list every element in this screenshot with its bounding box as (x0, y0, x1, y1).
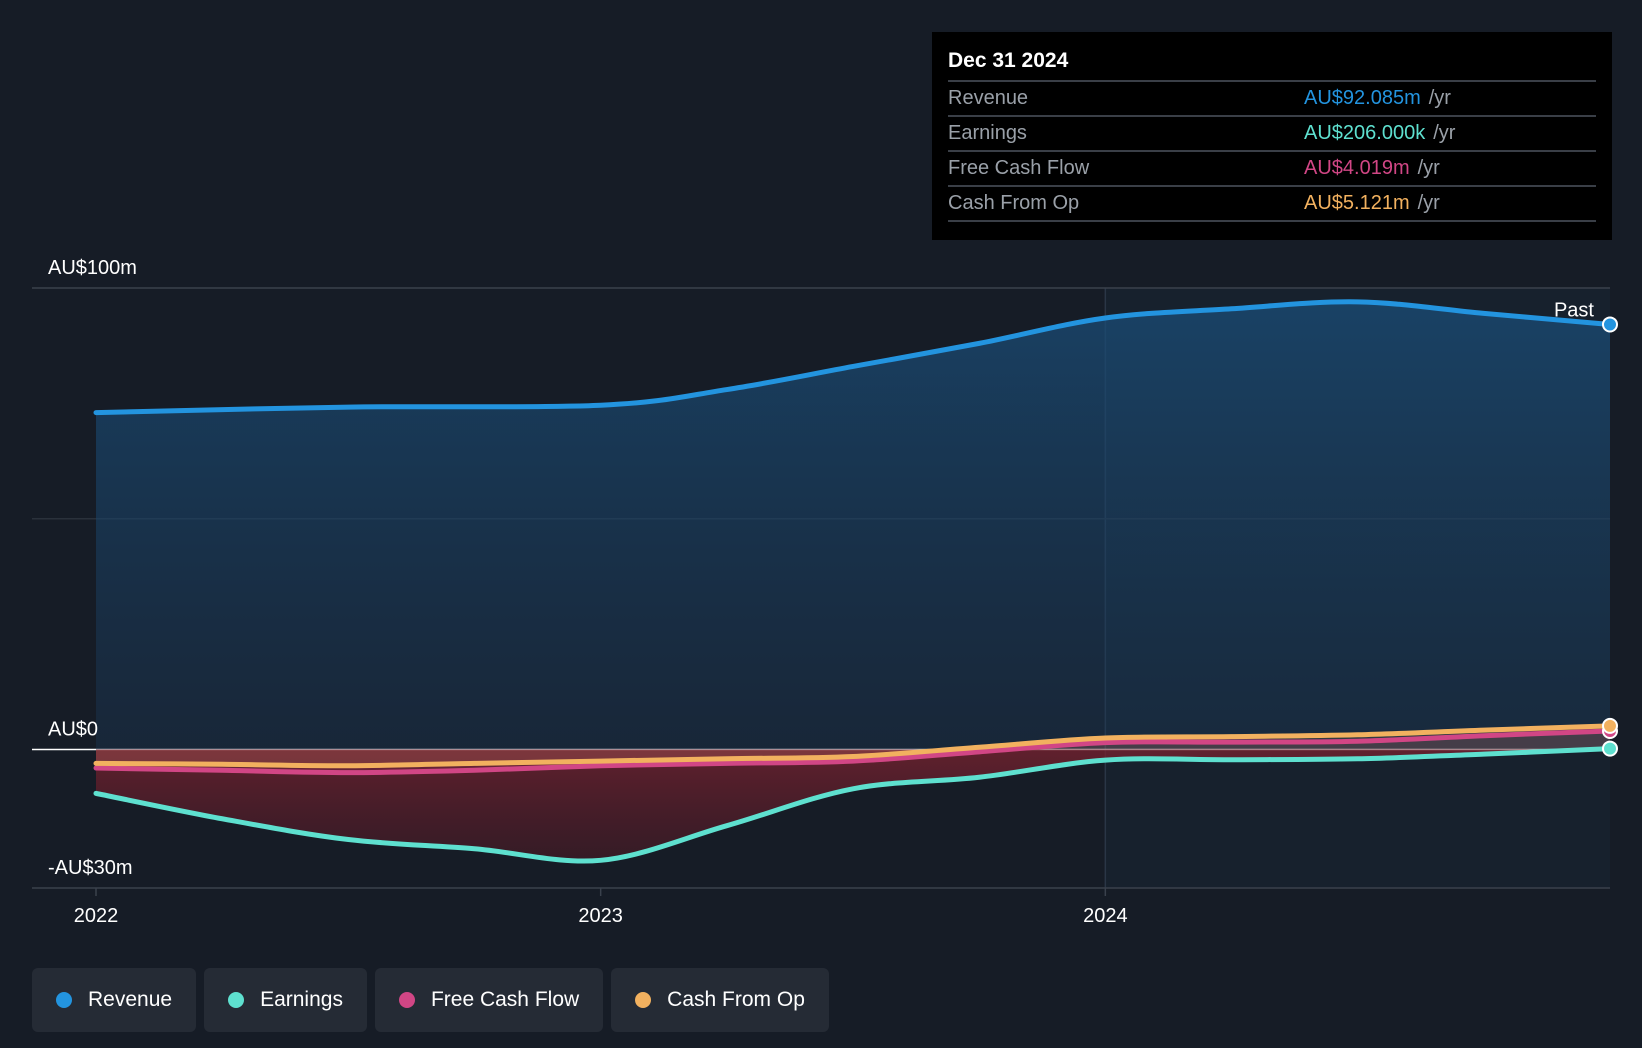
tooltip-row-earnings: Earnings AU$206.000k /yr (948, 117, 1596, 152)
chart-legend: Revenue Earnings Free Cash Flow Cash Fro… (32, 968, 829, 1032)
y-tick-label: AU$0 (48, 719, 98, 741)
cash-from-op-line (93, 723, 1613, 769)
tooltip-unit: /yr (1428, 87, 1451, 109)
revenue-end-marker (1602, 316, 1618, 333)
tooltip-value: AU$5.121m (1304, 192, 1410, 214)
tooltip-value: AU$206.000k (1304, 122, 1426, 144)
line-layer (93, 299, 1613, 864)
tooltip-label: Cash From Op (948, 192, 1080, 214)
y-axis-labels: AU$100m AU$0 -AU$30m (48, 257, 137, 879)
cash-from-op-area (96, 725, 1610, 766)
y-tick-label: -AU$30m (48, 857, 132, 879)
tooltip-value: AU$92.085m (1304, 87, 1421, 109)
tooltip-unit: /yr (1417, 192, 1440, 214)
legend-label: Revenue (88, 988, 173, 1011)
revenue-line (93, 299, 1613, 416)
tooltip-label: Revenue (948, 87, 1029, 109)
legend-item-cash-from-op[interactable]: Cash From Op (611, 968, 829, 1032)
tooltip-row-cash-from-op: Cash From Op AU$5.121m /yr (948, 187, 1596, 222)
earnings-line (93, 746, 1613, 864)
tooltip-date: Dec 31 2024 (948, 46, 1596, 82)
tooltip-label: Free Cash Flow (948, 157, 1090, 179)
revenue-area (96, 301, 1610, 750)
cash-from-op-end-marker (1602, 717, 1618, 734)
legend-dot-icon (228, 992, 245, 1008)
x-tick-label: 2023 (578, 905, 623, 927)
legend-label: Free Cash Flow (430, 988, 580, 1011)
legend-dot-icon (398, 992, 415, 1008)
financial-chart: AU$100m AU$0 -AU$30m 2022 2023 2024 Past (32, 257, 1618, 927)
tooltip-row-revenue: Revenue AU$92.085m /yr (948, 82, 1596, 117)
tooltip-value: AU$4.019m (1304, 157, 1410, 179)
legend-item-revenue[interactable]: Revenue (32, 968, 197, 1032)
y-tick-label: AU$100m (48, 257, 137, 279)
x-axis-labels: 2022 2023 2024 (74, 888, 1128, 927)
data-tooltip: Dec 31 2024 Revenue AU$92.085m /yr Earni… (932, 32, 1612, 240)
end-markers (1602, 316, 1618, 757)
tooltip-unit: /yr (1417, 157, 1440, 179)
legend-dot-icon (635, 992, 652, 1008)
legend-label: Earnings (260, 988, 343, 1011)
x-tick-label: 2022 (74, 905, 119, 927)
tooltip-label: Earnings (948, 122, 1027, 144)
past-label: Past (1554, 299, 1594, 321)
legend-item-earnings[interactable]: Earnings (204, 968, 367, 1032)
earnings-area (96, 748, 1610, 862)
x-tick-label: 2024 (1083, 905, 1128, 927)
tooltip-row-free-cash-flow: Free Cash Flow AU$4.019m /yr (948, 152, 1596, 187)
legend-dot-icon (56, 992, 72, 1008)
free-cash-flow-line (93, 728, 1613, 776)
legend-item-free-cash-flow[interactable]: Free Cash Flow (374, 968, 604, 1032)
tooltip-unit: /yr (1433, 122, 1456, 144)
earnings-end-marker (1602, 740, 1618, 757)
legend-label: Cash From Op (667, 988, 805, 1011)
